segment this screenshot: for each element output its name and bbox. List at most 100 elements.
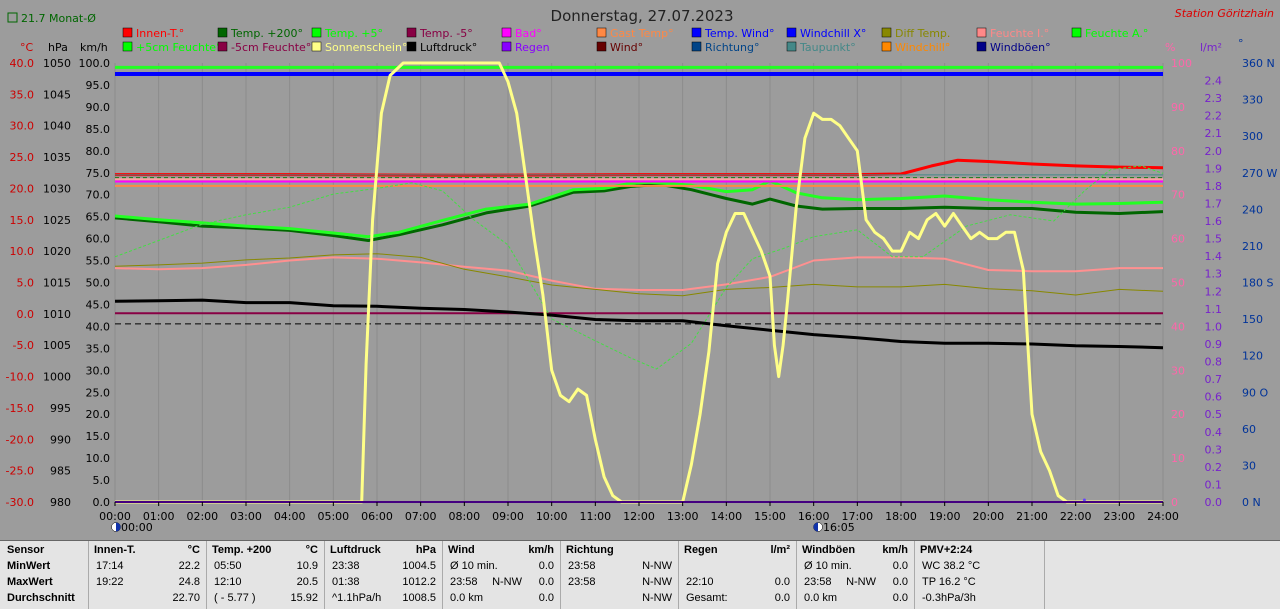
legend-swatch (881, 27, 892, 38)
series-layer (114, 61, 1164, 504)
x-tick-label: 17:00 (841, 510, 873, 523)
y-tick-kmh: 35.0 (86, 342, 111, 355)
legend-label[interactable]: Wind° (610, 41, 643, 54)
x-tick-label: 18:00 (885, 510, 917, 523)
legend-label[interactable]: Temp. +200° (230, 27, 303, 40)
x-tick-label: 10:00 (536, 510, 568, 523)
y-tick-pct: 90 (1171, 101, 1185, 114)
legend-swatch (881, 41, 892, 52)
y-tick-hpa: 1025 (43, 214, 71, 227)
y-tick-lm2: 2.2 (1205, 110, 1223, 123)
y-tick-hpa: 1005 (43, 339, 71, 352)
legend-label[interactable]: Sonnenschein° (325, 41, 407, 54)
stats-row-label: MinWert (7, 560, 51, 572)
x-tick-label: 03:00 (230, 510, 262, 523)
unit-deg: ° (1238, 37, 1244, 50)
legend-label[interactable]: Windchill X° (800, 27, 866, 40)
stats-col-title: Innen-T. (94, 544, 136, 556)
y-tick-deg: 360 N (1242, 57, 1275, 70)
y-tick-kmh: 75.0 (86, 167, 111, 180)
x-tick-label: 15:00 (754, 510, 786, 523)
series-luftdruck- (114, 298, 1164, 350)
y-tick-kmh: 90.0 (86, 101, 111, 114)
unit-pct: % (1165, 41, 1175, 54)
x-tick-label: 12:00 (623, 510, 655, 523)
y-tick-lm2: 0.2 (1205, 461, 1223, 474)
y-tick-c: -25.0 (6, 465, 34, 478)
y-tick-hpa: 1015 (43, 277, 71, 290)
stats-cell-dir: N-NW (846, 576, 876, 588)
stats-col: Windböen km/h Ø 10 min. 0.0 23:58 N-NW 0.0 0.0 … (796, 541, 915, 609)
sunset-label: 16:05 (823, 521, 855, 534)
legend-label[interactable]: Temp. -5° (419, 27, 473, 40)
sunrise-marker: 00:00 (111, 521, 153, 534)
legend-label[interactable]: Feuchte A.° (1085, 27, 1148, 40)
sunset-marker: 16:05 (813, 521, 855, 534)
stats-cell-time: 12:10 (214, 576, 242, 588)
stats-cell-time: Ø 10 min. (804, 560, 852, 572)
y-tick-kmh: 0.0 (93, 496, 111, 509)
stats-col-unit: °C (187, 544, 200, 556)
y-tick-c: -30.0 (6, 496, 34, 509)
y-tick-lm2: 1.2 (1205, 285, 1223, 298)
legend-label[interactable]: Gast Temp° (610, 27, 674, 40)
x-tick-label: 07:00 (405, 510, 437, 523)
stats-cell-value: 0.0 (774, 576, 790, 588)
legend-swatch (122, 41, 133, 52)
stats-col-unit: km/h (882, 544, 908, 556)
stats-cell-time: WC 38.2 °C (922, 560, 981, 572)
legend-label[interactable]: +5cm Feuchte° (136, 41, 222, 54)
stats-cell-time: 0.0 km (450, 592, 484, 604)
y-tick-lm2: 0.0 (1205, 496, 1223, 509)
y-tick-pct: 20 (1171, 408, 1185, 421)
y-tick-lm2: 1.5 (1205, 233, 1223, 246)
legend-label[interactable]: Feuchte I.° (990, 27, 1049, 40)
y-tick-deg: 30 (1242, 459, 1256, 472)
legend-swatch (976, 41, 987, 52)
legend-label[interactable]: Luftdruck° (420, 41, 477, 54)
legend-label[interactable]: Richtung° (705, 41, 759, 54)
stats-cell-value: 22.2 (178, 560, 200, 572)
legend-label[interactable]: Regen (515, 41, 550, 54)
y-tick-kmh: 40.0 (86, 320, 111, 333)
y-tick-kmh: 50.0 (86, 277, 111, 290)
legend-label[interactable]: Bad° (515, 27, 542, 40)
legend-swatch (596, 27, 607, 38)
x-tick-label: 14:00 (710, 510, 742, 523)
x-tick-label: 09:00 (492, 510, 524, 523)
legend-label[interactable]: Temp. Wind° (704, 27, 774, 40)
stats-col-unit: °C (305, 544, 318, 556)
y-tick-lm2: 0.8 (1205, 356, 1223, 369)
legend-label[interactable]: Windchill° (895, 41, 950, 54)
stats-col-title: Richtung (566, 544, 614, 556)
y-tick-kmh: 15.0 (86, 430, 111, 443)
legend-swatch (311, 27, 322, 38)
legend-swatch (501, 27, 512, 38)
y-tick-deg: 150 (1242, 313, 1263, 326)
y-tick-lm2: 2.3 (1205, 92, 1223, 105)
y-tick-lm2: 0.6 (1205, 391, 1223, 404)
legend-swatch (501, 41, 512, 52)
y-tick-hpa: 1030 (43, 182, 71, 195)
legend-swatch (217, 41, 228, 52)
unit-c: °C (20, 41, 34, 54)
stats-cell-time: 23:58 (568, 560, 596, 572)
x-tick-label: 24:00 (1147, 510, 1179, 523)
stats-col-unit: hPa (415, 544, 436, 556)
legend-label[interactable]: Diff Temp. (895, 27, 950, 40)
y-tick-c: -20.0 (6, 433, 34, 446)
y-tick-kmh: 20.0 (86, 408, 111, 421)
y-tick-lm2: 0.5 (1205, 408, 1223, 421)
legend-label[interactable]: Innen-T.° (136, 27, 184, 40)
legend-label[interactable]: -5cm Feuchte° (231, 41, 311, 54)
legend-label[interactable]: Windböen° (990, 41, 1051, 54)
y-tick-kmh: 60.0 (86, 233, 111, 246)
y-tick-c: -5.0 (13, 339, 34, 352)
stats-col-title: Windböen (802, 544, 856, 556)
legend-label[interactable]: Temp. +5° (324, 27, 383, 40)
stats-col: Regen l/m² 22:10 0.0 Gesamt: 0.0 (678, 541, 797, 609)
y-tick-c: 5.0 (17, 277, 35, 290)
legend-label[interactable]: Taupunkt° (799, 41, 856, 54)
stats-cell-value: 0.0 (538, 560, 554, 572)
y-tick-lm2: 2.4 (1205, 75, 1223, 88)
